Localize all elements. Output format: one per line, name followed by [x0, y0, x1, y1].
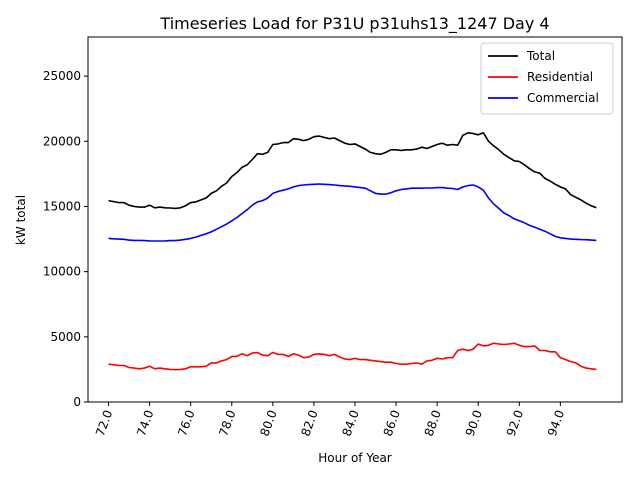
x-axis: 72.0 74.0 76.0 78.0 80.0 82.0 84.0 86.0 88.0 90.0… [93, 402, 567, 438]
x-tick-label: 86.0 [381, 408, 403, 438]
legend-box [480, 42, 614, 115]
x-tick-label: 72.0 [93, 408, 115, 438]
x-axis-label: Hour of Year [318, 451, 392, 465]
y-tick-label: 20000 [43, 134, 81, 148]
x-tick-label: 84.0 [340, 408, 362, 438]
series-line-total [108, 132, 597, 210]
legend: Total Residential Commercial [480, 42, 614, 115]
y-axis-label: kW total [14, 195, 28, 245]
x-tick-label: 82.0 [298, 408, 320, 438]
y-tick-label: 25000 [43, 69, 81, 83]
y-tick-label: 5000 [50, 330, 81, 344]
x-tick-label: 94.0 [545, 408, 567, 438]
x-tick-label: 78.0 [216, 408, 238, 438]
y-tick-label: 10000 [43, 265, 81, 279]
x-tick-label: 90.0 [463, 408, 485, 438]
x-tick-label: 80.0 [257, 408, 279, 438]
y-axis: 0 5000 10000 15000 20000 25000 [43, 69, 88, 409]
plot-area [108, 132, 597, 371]
legend-label-commercial: Commercial [527, 91, 599, 105]
series-line-commercial [108, 183, 597, 242]
x-tick-label: 74.0 [134, 408, 156, 438]
x-tick-label: 76.0 [175, 408, 197, 438]
x-tick-label: 88.0 [422, 408, 444, 438]
legend-label-residential: Residential [527, 70, 593, 84]
legend-label-total: Total [526, 49, 555, 63]
y-tick-label: 0 [73, 395, 81, 409]
chart-title: Timeseries Load for P31U p31uhs13_1247 D… [159, 14, 549, 34]
y-tick-label: 15000 [43, 199, 81, 213]
series-line-residential [108, 342, 597, 371]
x-tick-label: 92.0 [504, 408, 526, 438]
